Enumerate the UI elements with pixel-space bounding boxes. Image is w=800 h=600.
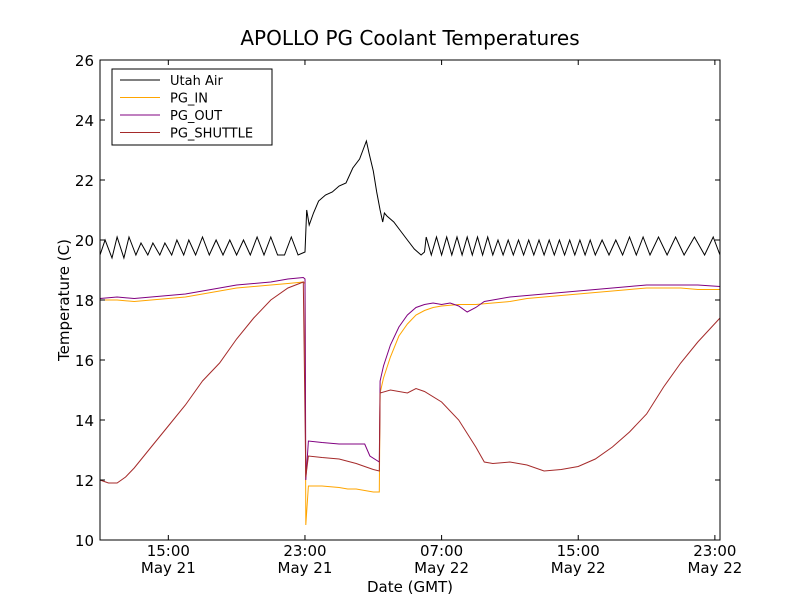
y-tick-label: 20 [75, 232, 94, 250]
y-tick-label: 18 [75, 292, 94, 310]
x-axis-label: Date (GMT) [367, 578, 453, 596]
x-tick-time-label: 23:00 [693, 542, 736, 560]
y-axis-ticks: 10 12 14 16 18 20 22 24 26 [75, 52, 720, 550]
x-tick-time-label: 07:00 [420, 542, 463, 560]
x-tick-time-label: 15:00 [557, 542, 600, 560]
y-tick-label: 14 [75, 412, 94, 430]
x-tick-date-label: May 22 [687, 559, 742, 577]
series-line-pg-in [100, 281, 720, 526]
chart-title: APOLLO PG Coolant Temperatures [240, 26, 579, 50]
y-tick-label: 10 [75, 532, 94, 550]
legend-label: PG_IN [170, 92, 208, 107]
legend-label: PG_OUT [170, 109, 222, 124]
series-layer [99, 139, 721, 526]
series-line-pg-out [99, 276, 721, 481]
y-tick-label: 26 [75, 52, 94, 70]
y-tick-label: 22 [75, 172, 94, 190]
legend: Utah Air PG_IN PG_OUT PG_SHUTTLE [111, 68, 273, 146]
y-tick-label: 12 [75, 472, 94, 490]
y-axis-label: Temperature (C) [55, 239, 73, 362]
series-line-utah-air [99, 139, 721, 260]
x-tick-date-label: May 22 [414, 559, 469, 577]
x-tick-date-label: May 21 [141, 559, 196, 577]
y-tick-label: 24 [75, 112, 94, 130]
x-tick-date-label: May 21 [278, 559, 333, 577]
x-tick-time-label: 23:00 [283, 542, 326, 560]
series-line-pg-shuttle [99, 281, 721, 484]
x-tick-date-label: May 22 [551, 559, 606, 577]
legend-label: PG_SHUTTLE [170, 127, 253, 142]
legend-label: Utah Air [170, 74, 223, 89]
y-tick-label: 16 [75, 352, 94, 370]
plot-frame [99, 59, 721, 541]
x-tick-time-label: 15:00 [147, 542, 190, 560]
